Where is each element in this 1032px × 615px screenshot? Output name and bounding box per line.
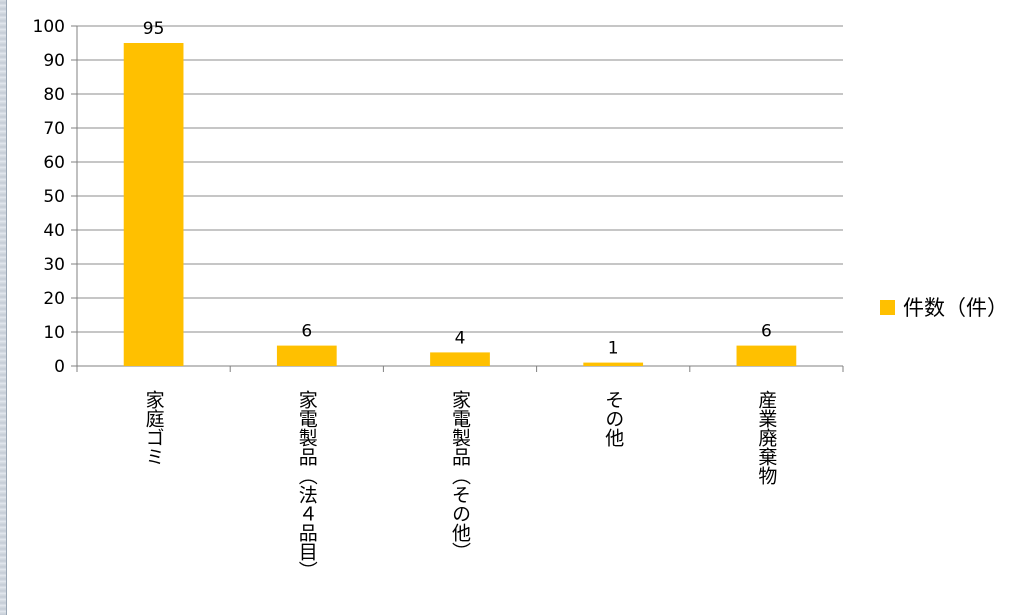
y-tick-label: 10 <box>43 323 65 343</box>
bar-2 <box>276 345 337 366</box>
category-label-2: 家電製品（法４品目） <box>296 390 318 580</box>
data-label-3: 4 <box>455 328 466 348</box>
y-tick-label: 70 <box>43 119 65 139</box>
y-axis-tick-labels: 0 10 20 30 40 50 60 70 80 90 100 <box>33 17 65 377</box>
bar-5 <box>736 345 797 366</box>
y-tick-label: 20 <box>43 289 65 309</box>
data-label-5: 6 <box>761 322 772 342</box>
axes <box>71 25 844 372</box>
y-tick-label: 0 <box>54 357 65 377</box>
data-label-4: 1 <box>608 339 619 359</box>
bars <box>123 43 797 366</box>
category-label-5: 産業廃棄物 <box>755 390 777 485</box>
window-left-border <box>0 0 7 615</box>
legend-label: 件数（件） <box>903 296 1008 320</box>
category-label-3: 家電製品（その他） <box>449 390 471 561</box>
y-tick-label: 100 <box>33 17 65 37</box>
y-tick-label: 60 <box>43 153 65 173</box>
category-label-4: その他 <box>602 390 624 447</box>
bar-4 <box>583 362 644 366</box>
bar-1 <box>123 43 184 366</box>
data-labels: 95 6 4 1 6 <box>143 19 772 359</box>
y-tick-label: 30 <box>43 255 65 275</box>
y-tick-label: 90 <box>43 51 65 71</box>
legend-swatch <box>880 300 895 315</box>
legend: 件数（件） <box>880 296 1008 320</box>
category-label-1: 家庭ゴミ <box>143 390 165 466</box>
bar-3 <box>430 352 490 366</box>
y-tick-label: 40 <box>43 221 65 241</box>
category-labels: 家庭ゴミ 家電製品（法４品目） 家電製品（その他） その他 産業廃棄物 <box>143 390 778 580</box>
gridlines <box>77 25 843 333</box>
y-tick-label: 80 <box>43 85 65 105</box>
y-tick-label: 50 <box>43 187 65 207</box>
data-label-1: 95 <box>143 19 165 39</box>
data-label-2: 6 <box>301 322 312 342</box>
